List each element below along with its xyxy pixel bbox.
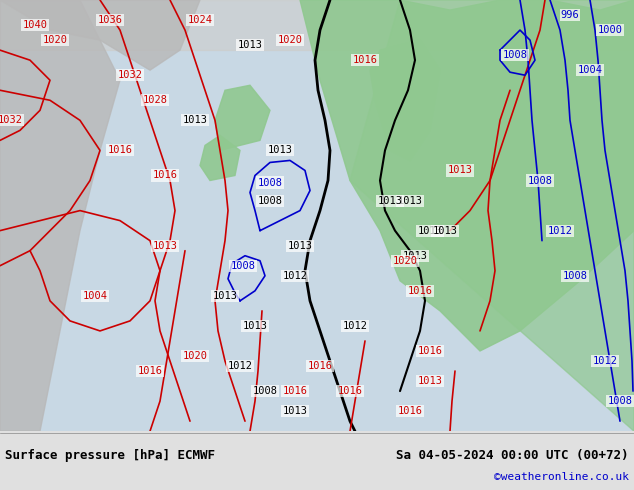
Text: 1016: 1016 [283, 386, 307, 396]
Text: 1040: 1040 [22, 20, 48, 30]
Text: 1013: 1013 [242, 321, 268, 331]
Text: 1016: 1016 [408, 286, 432, 296]
Polygon shape [0, 0, 200, 70]
Text: 1008: 1008 [257, 177, 283, 188]
Polygon shape [0, 0, 634, 50]
Text: 996: 996 [560, 10, 579, 20]
Text: 1008: 1008 [503, 50, 527, 60]
Polygon shape [215, 85, 270, 150]
Text: 1013: 1013 [398, 196, 422, 206]
Text: 1024: 1024 [188, 15, 212, 25]
Text: 1016: 1016 [138, 366, 162, 376]
Text: 1016: 1016 [353, 55, 377, 65]
Text: 1012: 1012 [228, 361, 252, 371]
Polygon shape [350, 0, 634, 431]
Text: 1020: 1020 [392, 256, 418, 266]
Text: 1013: 1013 [418, 225, 443, 236]
Text: 1008: 1008 [231, 261, 256, 271]
Text: 1013: 1013 [287, 241, 313, 251]
Text: 1013: 1013 [238, 40, 262, 50]
Text: 1013: 1013 [283, 406, 307, 416]
Polygon shape [370, 40, 440, 160]
Text: 1016: 1016 [418, 346, 443, 356]
Text: 1016: 1016 [337, 386, 363, 396]
Text: 1008: 1008 [562, 271, 588, 281]
Text: 1004: 1004 [82, 291, 108, 301]
Text: 1008: 1008 [252, 386, 278, 396]
Text: 1013: 1013 [212, 291, 238, 301]
Text: 1013: 1013 [268, 146, 292, 155]
Text: 1016: 1016 [108, 146, 133, 155]
Text: 1008: 1008 [527, 175, 552, 186]
Text: 1020: 1020 [183, 351, 207, 361]
Text: 1013: 1013 [418, 376, 443, 386]
Text: 1028: 1028 [143, 95, 167, 105]
Text: Surface pressure [hPa] ECMWF: Surface pressure [hPa] ECMWF [5, 449, 215, 462]
Polygon shape [200, 135, 240, 180]
Text: 1032: 1032 [117, 70, 143, 80]
Text: 1013: 1013 [448, 166, 472, 175]
Text: 1012: 1012 [593, 356, 618, 366]
Text: 1036: 1036 [98, 15, 122, 25]
Polygon shape [300, 0, 634, 351]
Text: ©weatheronline.co.uk: ©weatheronline.co.uk [494, 472, 629, 482]
Polygon shape [0, 0, 120, 431]
Text: Sa 04-05-2024 00:00 UTC (00+72): Sa 04-05-2024 00:00 UTC (00+72) [396, 449, 629, 462]
Text: 1013: 1013 [153, 241, 178, 251]
Text: 1016: 1016 [307, 361, 332, 371]
Text: 1012: 1012 [342, 321, 368, 331]
Text: 1013: 1013 [183, 115, 207, 125]
Text: 1008: 1008 [257, 196, 283, 206]
Text: 1020: 1020 [278, 35, 302, 45]
Text: 1013: 1013 [432, 225, 458, 236]
Text: 1000: 1000 [597, 25, 623, 35]
Text: 1012: 1012 [283, 271, 307, 281]
Text: 1013: 1013 [403, 251, 427, 261]
Text: 1016: 1016 [153, 171, 178, 180]
Text: 1032: 1032 [0, 115, 22, 125]
Text: 1008: 1008 [607, 396, 633, 406]
Text: 1004: 1004 [578, 65, 602, 75]
Text: 1016: 1016 [398, 406, 422, 416]
Text: 1020: 1020 [42, 35, 67, 45]
Text: 1013: 1013 [377, 196, 403, 206]
Text: 1012: 1012 [548, 225, 573, 236]
